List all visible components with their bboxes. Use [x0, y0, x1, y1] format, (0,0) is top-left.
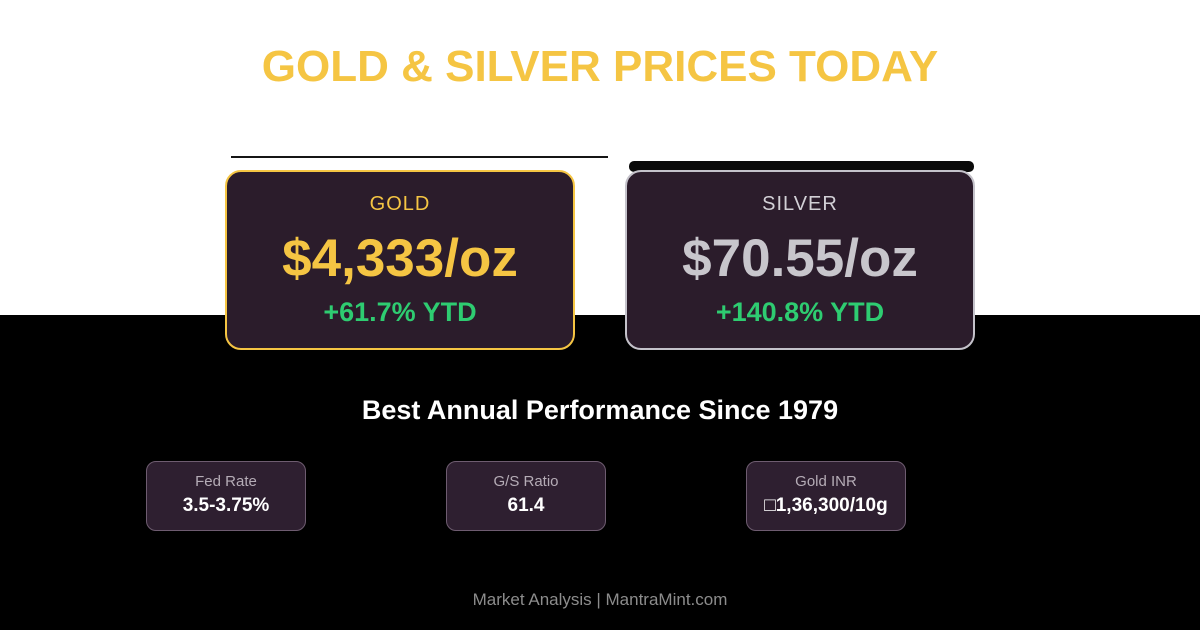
silver-price-card: SILVER $70.55/oz +140.8% YTD	[625, 170, 975, 350]
stat-card-gold-inr: Gold INR □1,36,300/10g	[746, 461, 906, 531]
stat-value: 3.5-3.75%	[182, 495, 270, 516]
stat-label: G/S Ratio	[493, 473, 559, 490]
gold-card-shadow-artifact	[231, 156, 608, 158]
gold-ytd-change: +61.7% YTD	[323, 297, 477, 327]
stat-value: □1,36,300/10g	[764, 495, 888, 516]
gold-card-label: GOLD	[369, 193, 431, 215]
silver-card-shadow-artifact	[629, 161, 974, 172]
gold-price-card: GOLD $4,333/oz +61.7% YTD	[225, 170, 575, 350]
silver-ytd-change: +140.8% YTD	[715, 297, 885, 327]
gold-price-value: $4,333/oz	[282, 229, 518, 288]
silver-price-value: $70.55/oz	[682, 229, 918, 288]
page-title: GOLD & SILVER PRICES TODAY	[261, 42, 939, 91]
silver-card-label: SILVER	[762, 193, 838, 215]
stat-card-gs-ratio: G/S Ratio 61.4	[446, 461, 606, 531]
stat-card-fed-rate: Fed Rate 3.5-3.75%	[146, 461, 306, 531]
stat-label: Gold INR	[795, 473, 857, 490]
section-heading: Best Annual Performance Since 1979	[361, 395, 839, 425]
stat-label: Fed Rate	[195, 473, 257, 490]
footer-credit: Market Analysis | MantraMint.com	[472, 590, 728, 609]
stat-value: 61.4	[507, 495, 545, 516]
